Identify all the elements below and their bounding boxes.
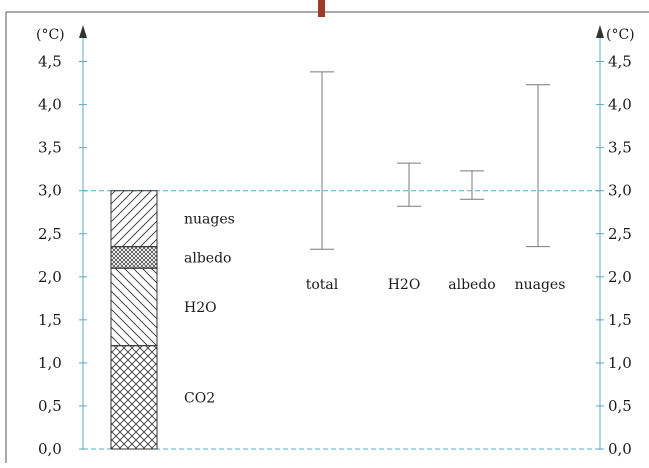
- bar-segment-label-co2: CO2: [184, 390, 215, 406]
- left-tick-label: 0,5: [38, 397, 62, 415]
- error-bar-group: total H2O albedo nuages: [306, 71, 566, 293]
- right-tick-label: 4,5: [608, 53, 632, 71]
- bar-segment-h2o: [110, 267, 158, 347]
- error-bar-label-total: total: [306, 277, 339, 293]
- left-tick-label: 2,0: [38, 268, 62, 286]
- right-tick-label: 0,5: [608, 397, 632, 415]
- right-tick-label: 1,0: [608, 354, 632, 372]
- right-axis-arrow-icon: [596, 25, 604, 38]
- bar-segment-label-nuages: nuages: [184, 212, 235, 228]
- bar-segment-nuages: [110, 190, 158, 248]
- right-tick-label: 1,5: [608, 311, 632, 329]
- top-marker: [318, 0, 325, 17]
- left-tick-label: 4,0: [38, 96, 62, 114]
- right-tick-label: 3,0: [608, 182, 632, 200]
- right-tick-label: 4,0: [608, 96, 632, 114]
- left-tick-label: 1,0: [38, 354, 62, 372]
- left-tick-label: 0,0: [38, 440, 62, 458]
- bar-segment-label-albedo: albedo: [184, 250, 231, 266]
- bar-segment-co2: [110, 345, 158, 450]
- left-tick-label: 4,5: [38, 53, 62, 71]
- stacked-bar: CO2 H2O albedo nuages: [110, 190, 235, 450]
- right-tick-label: 2,0: [608, 268, 632, 286]
- bar-segment-label-h2o: H2O: [184, 300, 217, 316]
- right-tick-label: 2,5: [608, 225, 632, 243]
- error-bar-label-albedo: albedo: [448, 277, 495, 293]
- left-tick-label: 3,0: [38, 182, 62, 200]
- left-tick-label: 2,5: [38, 225, 62, 243]
- right-unit-label: (°C): [606, 27, 635, 43]
- error-bar-label-nuages: nuages: [515, 277, 566, 293]
- left-tick-label: 1,5: [38, 311, 62, 329]
- left-tick-label: 3,5: [38, 139, 62, 157]
- left-axis-arrow-icon: [79, 25, 87, 38]
- bar-segment-albedo: [110, 246, 158, 269]
- right-tick-label: 3,5: [608, 139, 632, 157]
- error-bar-label-h2o: H2O: [388, 277, 421, 293]
- tick-group: 0,0 0,0 0,5 0,5 1,0 1,0 1,5 1,5 2,0 2,0 2,5 2,5 3,0 3…: [38, 53, 632, 458]
- right-tick-label: 0,0: [608, 440, 632, 458]
- left-unit-label: (°C): [36, 27, 65, 43]
